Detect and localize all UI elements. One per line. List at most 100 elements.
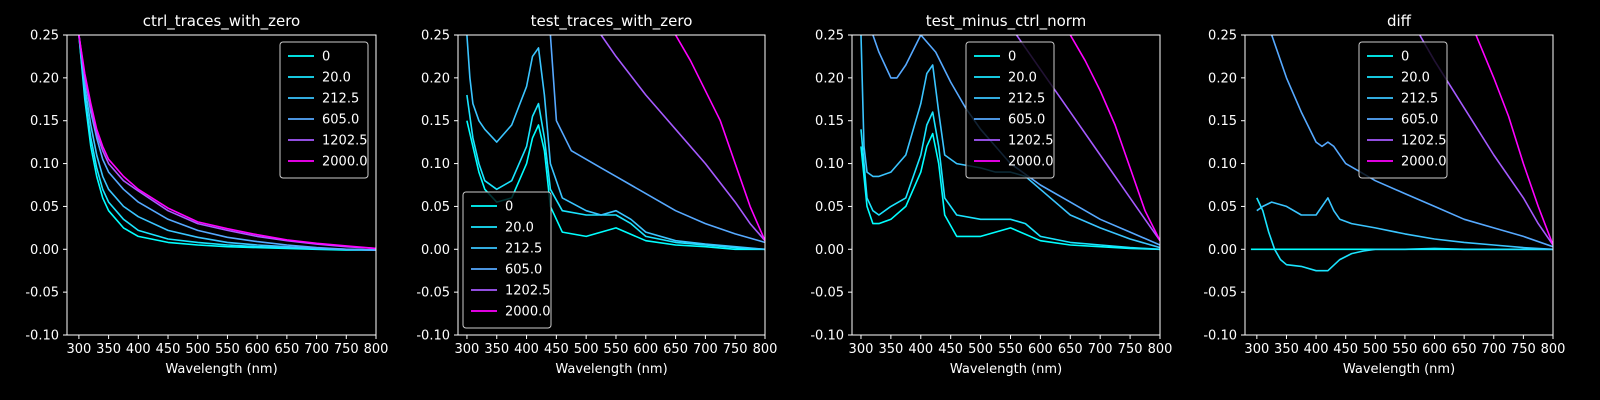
y-tick-label: 0.15 — [30, 114, 59, 129]
y-tick-label: 0.05 — [815, 200, 844, 215]
x-tick-label: 650 — [663, 342, 688, 357]
y-tick-label: 0.15 — [1208, 114, 1237, 129]
axes-frame — [1244, 34, 1554, 336]
legend: 0 20.0 212.5 605.0 1202.5 2000.0 — [965, 41, 1055, 179]
y-tick-label: -0.10 — [25, 329, 59, 344]
legend: 0 20.0 212.5 605.0 1202.5 2000.0 — [462, 191, 552, 329]
x-tick-label: 300 — [455, 342, 480, 357]
legend-label: 2000.0 — [505, 305, 551, 320]
series-line-605.0 — [872, 35, 1160, 246]
x-tick-label: 550 — [998, 342, 1023, 357]
legend-label: 212.5 — [505, 242, 542, 257]
series-line-212.5 — [860, 35, 1160, 249]
y-tick-label: 0.05 — [30, 200, 59, 215]
x-tick-label: 500 — [968, 342, 993, 357]
x-tick-label: 700 — [693, 342, 718, 357]
y-tick-label: -0.05 — [416, 286, 450, 301]
y-tick-label: -0.10 — [416, 329, 450, 344]
y-tick-label: -0.05 — [25, 286, 59, 301]
series-line-20.0 — [466, 94, 765, 251]
legend-label: 0 — [505, 200, 513, 215]
x-tick-label: 400 — [514, 342, 539, 357]
legend-label: 2000.0 — [1008, 155, 1054, 170]
x-tick-label: 600 — [1422, 342, 1447, 357]
legend-label: 20.0 — [1401, 71, 1430, 86]
x-tick-label: 800 — [1541, 342, 1566, 357]
x-axis-label: Wavelength (nm) — [950, 362, 1062, 377]
legend-box — [965, 41, 1055, 179]
x-axis-label: Wavelength (nm) — [165, 362, 277, 377]
series-line-20.0 — [1256, 197, 1553, 272]
chart-title: test_minus_ctrl_norm — [926, 12, 1087, 31]
chart-panel-2: test_traces_with_zero 300 350 400 450 500 550 6… — [416, 12, 777, 377]
legend-label: 212.5 — [322, 92, 359, 107]
x-tick-label: 650 — [1058, 342, 1083, 357]
x-tick-label: 800 — [1148, 342, 1173, 357]
x-tick-label: 750 — [1118, 342, 1143, 357]
x-tick-label: 300 — [66, 342, 91, 357]
x-tick-label: 350 — [96, 342, 121, 357]
x-tick-label: 500 — [574, 342, 599, 357]
legend-box — [1358, 41, 1448, 179]
x-tick-label: 750 — [334, 342, 359, 357]
y-tick-label: 0.25 — [421, 29, 450, 44]
x-tick-label: 350 — [1274, 342, 1299, 357]
series-line-605.0 — [1270, 35, 1553, 248]
series-line-605.0 — [78, 35, 376, 251]
x-tick-label: 450 — [938, 342, 963, 357]
x-tick-label: 650 — [274, 342, 299, 357]
y-tick-label: 0.00 — [30, 243, 59, 258]
series-line-2000.0 — [78, 35, 376, 250]
y-tick-label: -0.05 — [810, 286, 844, 301]
x-tick-label: 700 — [304, 342, 329, 357]
x-tick-label: 400 — [908, 342, 933, 357]
chart-title: ctrl_traces_with_zero — [143, 12, 300, 31]
legend-label: 20.0 — [1008, 71, 1037, 86]
y-tick-label: 0.15 — [421, 114, 450, 129]
x-tick-label: 500 — [185, 342, 210, 357]
plot-area — [1250, 35, 1553, 272]
x-tick-label: 550 — [1393, 342, 1418, 357]
chart-title: diff — [1387, 12, 1412, 30]
legend-label: 605.0 — [1401, 113, 1438, 128]
legend-label: 0 — [322, 50, 330, 65]
axes-frame — [457, 34, 766, 336]
y-tick-label: -0.10 — [1203, 329, 1237, 344]
x-axis-label: Wavelength (nm) — [1343, 362, 1455, 377]
x-tick-label: 700 — [1088, 342, 1113, 357]
y-tick-label: -0.10 — [810, 329, 844, 344]
legend-label: 605.0 — [1008, 113, 1045, 128]
axes-frame — [66, 34, 377, 336]
y-tick-label: 0.00 — [421, 243, 450, 258]
legend-label: 1202.5 — [1008, 134, 1054, 149]
series-line-212.5 — [466, 35, 765, 251]
x-tick-label: 800 — [753, 342, 778, 357]
y-tick-label: 0.10 — [30, 157, 59, 172]
x-tick-label: 600 — [245, 342, 270, 357]
legend-label: 0 — [1008, 50, 1016, 65]
x-tick-label: 500 — [1363, 342, 1388, 357]
legend: 0 20.0 212.5 605.0 1202.5 2000.0 — [279, 41, 369, 179]
chart-title: test_traces_with_zero — [531, 12, 693, 31]
legend-label: 212.5 — [1401, 92, 1438, 107]
y-tick-label: 0.00 — [815, 243, 844, 258]
y-tick-label: 0.25 — [1208, 29, 1237, 44]
y-tick-label: 0.20 — [30, 71, 59, 86]
y-tick-label: 0.15 — [815, 114, 844, 129]
plot-area — [466, 35, 765, 251]
plot-area — [860, 35, 1160, 251]
legend-label: 1202.5 — [322, 134, 368, 149]
x-tick-label: 300 — [1244, 342, 1269, 357]
legend-label: 0 — [1401, 50, 1409, 65]
legend-label: 2000.0 — [322, 155, 368, 170]
chart-panel-3: test_minus_ctrl_norm 300 350 400 450 500 550 60… — [810, 12, 1172, 377]
x-tick-label: 300 — [849, 342, 874, 357]
y-tick-label: 0.05 — [421, 200, 450, 215]
x-axis-label: Wavelength (nm) — [555, 362, 667, 377]
chart-panel-4: diff 300 350 400 450 500 550 600 650 700 750 800 -0.… — [1203, 12, 1565, 377]
series-line-2000.0 — [674, 35, 765, 242]
series-line-212.5 — [1256, 197, 1553, 251]
y-tick-label: 0.10 — [815, 157, 844, 172]
series-line-0 — [466, 120, 765, 251]
